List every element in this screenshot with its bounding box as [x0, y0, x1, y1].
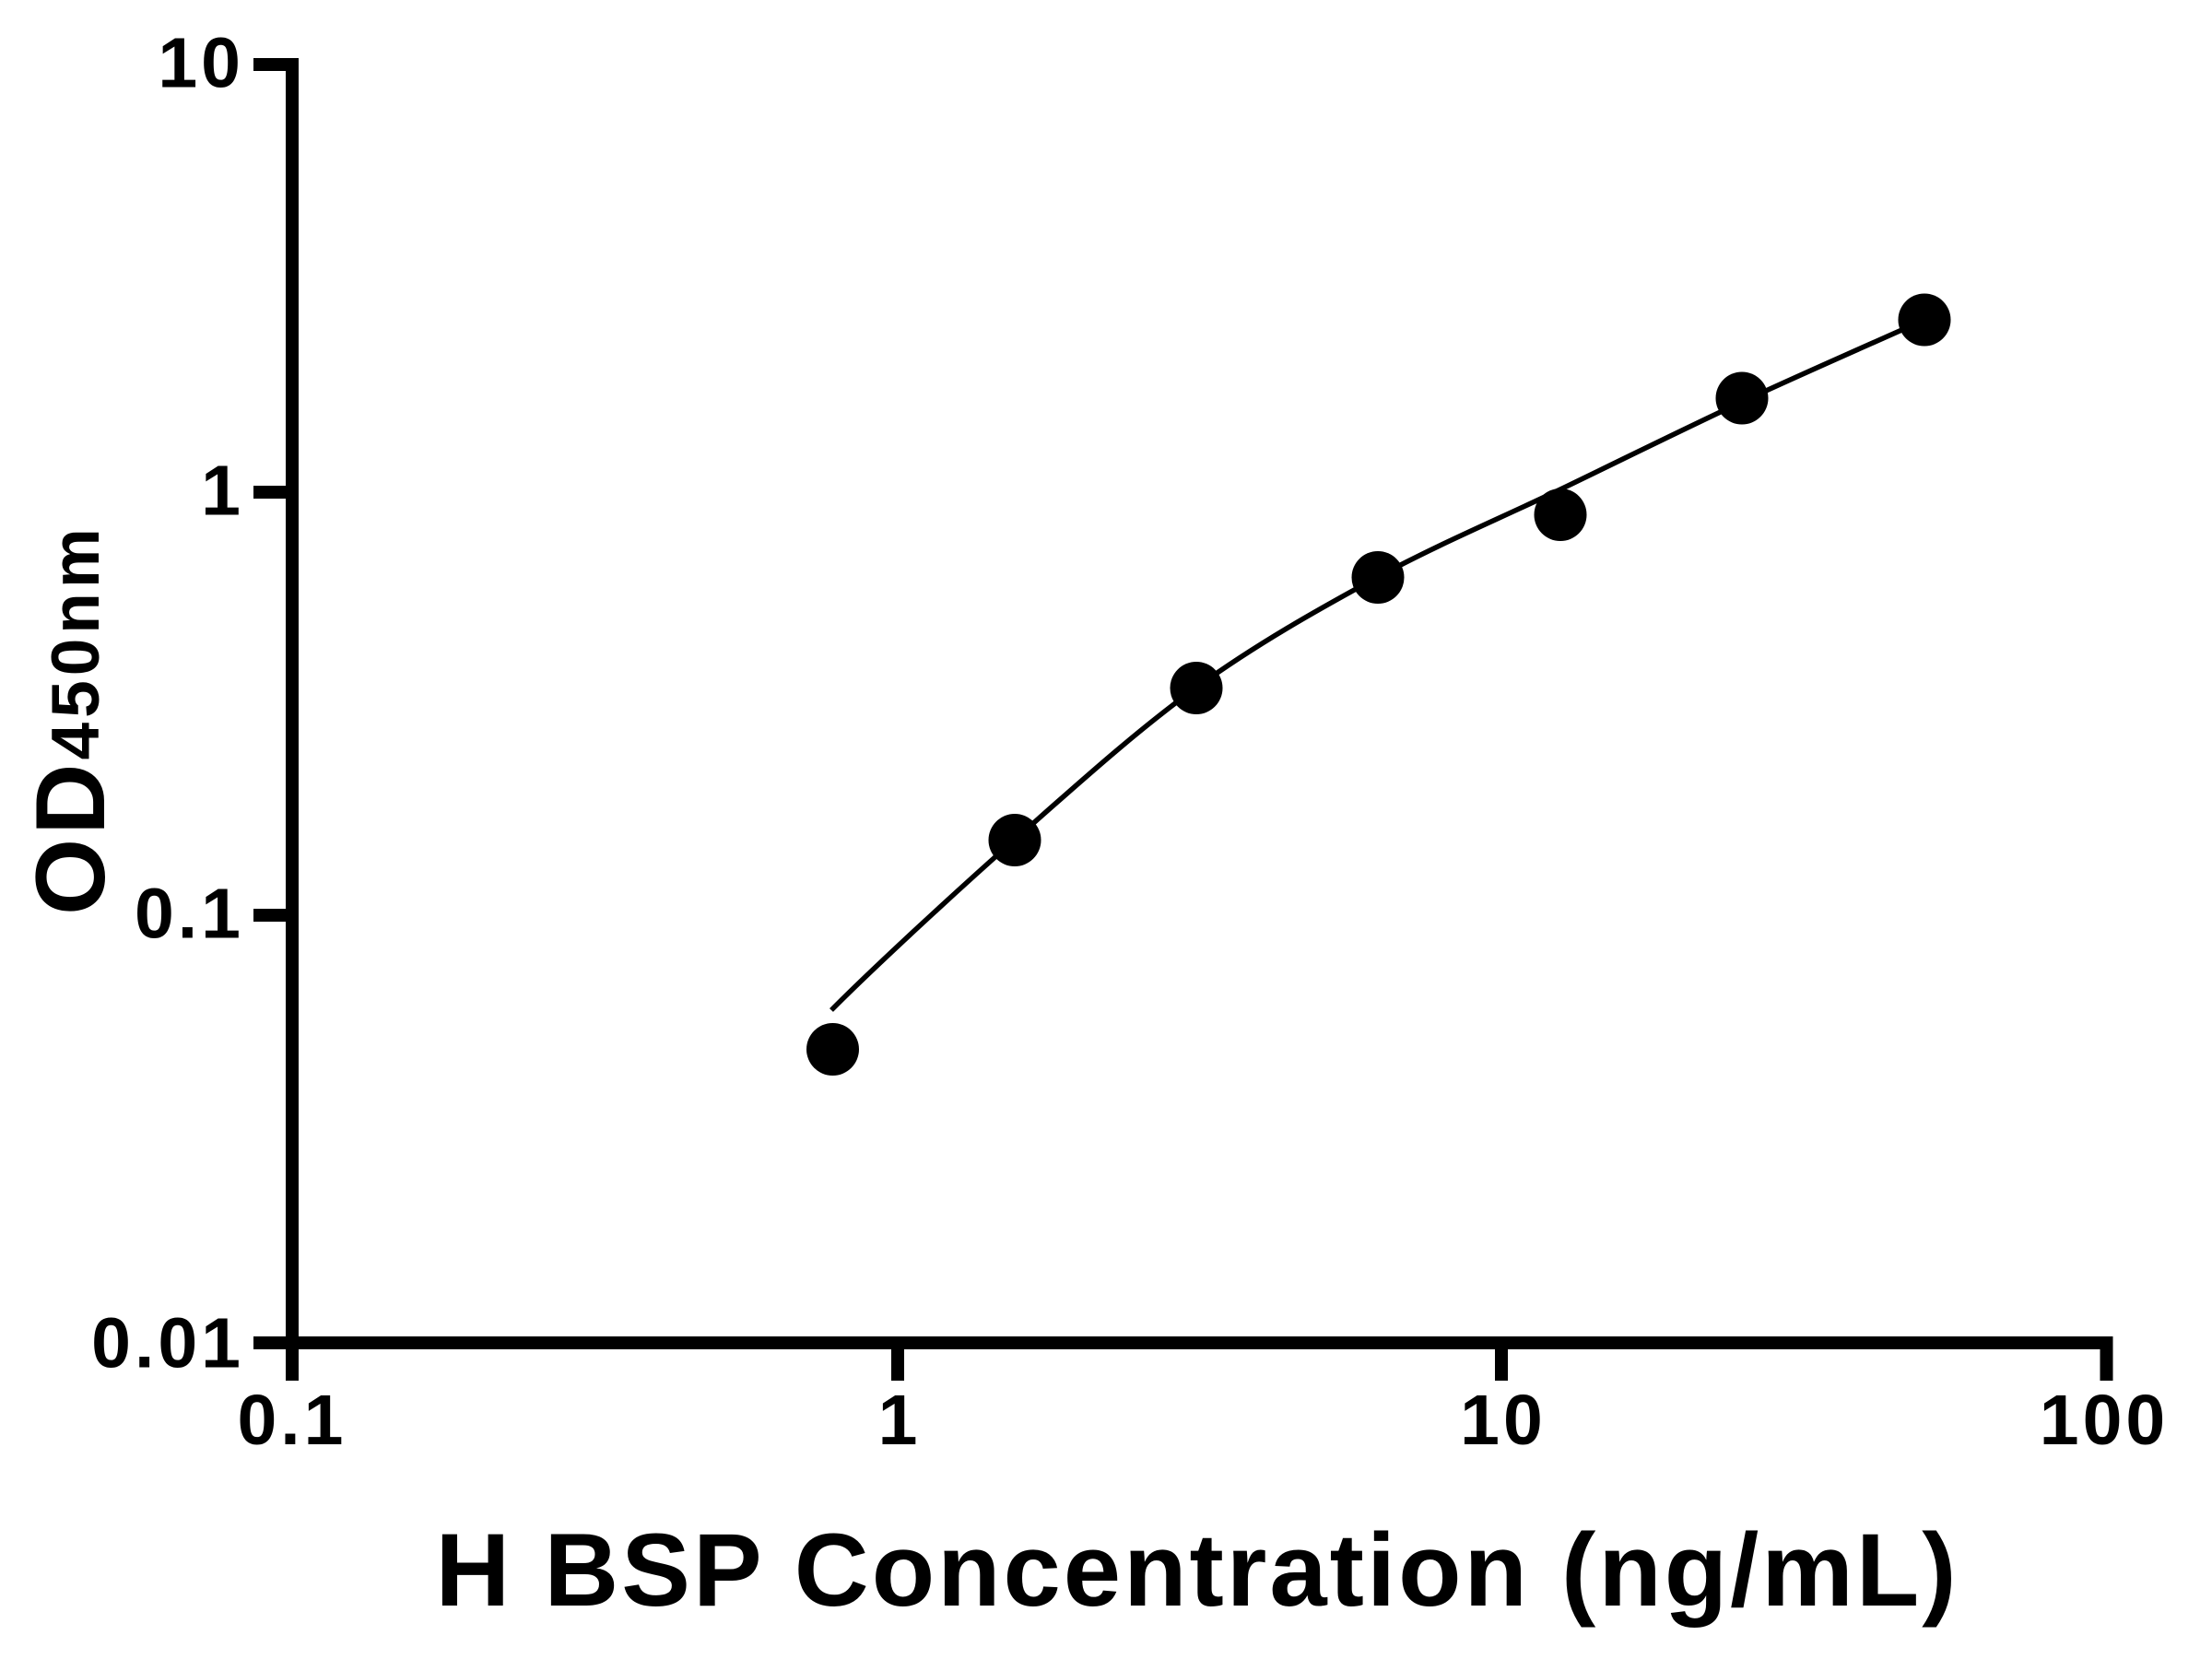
svg-text:10: 10: [1460, 1381, 1547, 1460]
svg-text:1: 1: [201, 452, 244, 531]
svg-text:1: 1: [878, 1381, 922, 1460]
svg-text:10: 10: [158, 24, 244, 103]
svg-text:0.01: 0.01: [91, 1304, 244, 1383]
svg-text:OD450nm: OD450nm: [15, 524, 125, 915]
svg-text:0.1: 0.1: [135, 875, 244, 954]
svg-text:100: 100: [2040, 1381, 2169, 1460]
svg-text:H BSP Concentration (ng/mL): H BSP Concentration (ng/mL): [435, 1512, 1959, 1628]
svg-text:0.1: 0.1: [237, 1381, 347, 1460]
